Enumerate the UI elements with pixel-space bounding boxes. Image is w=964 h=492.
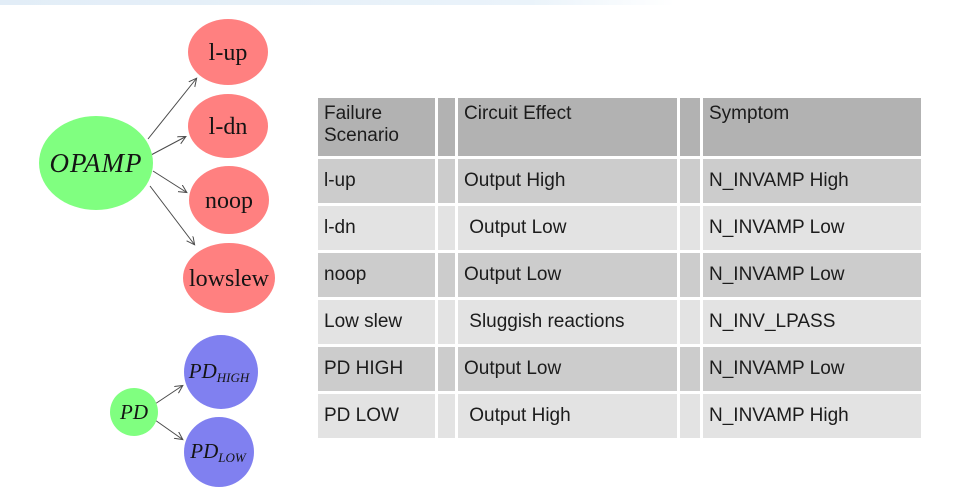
pd-tree: PD PDHIGH PDLOW: [110, 335, 258, 487]
cell-circuit-effect: Sluggish reactions: [458, 300, 677, 344]
lowslew-node-label: lowslew: [189, 266, 270, 292]
pdlow-label-main: PD: [189, 439, 218, 463]
header-circuit-effect: Circuit Effect: [458, 98, 677, 156]
cell-failure-scenario: l-dn: [318, 206, 435, 250]
noop-node: [189, 166, 269, 234]
cell-spacer: [438, 159, 455, 203]
header-failure-scenario: Failure Scenario: [318, 98, 435, 156]
ldn-node-label: l-dn: [209, 114, 248, 140]
cell-spacer: [438, 394, 455, 438]
noop-node-label: noop: [205, 188, 253, 214]
edge-opamp-lup: [147, 79, 196, 140]
fault-tree-diagram: OPAMP l-up l-dn noop lowslew PD PDHIGH P…: [39, 19, 275, 487]
pdlow-node-label: PDLOW: [189, 439, 247, 465]
cell-symptom: N_INVAMP Low: [703, 253, 921, 297]
pdlow-node: [184, 417, 254, 487]
opamp-node: [39, 116, 153, 210]
table-header-row: Failure Scenario Circuit Effect Symptom: [318, 98, 921, 156]
cell-symptom: N_INVAMP High: [703, 159, 921, 203]
pdhigh-label-main: PD: [188, 359, 217, 383]
table-row: l-up Output High N_INVAMP High: [318, 159, 921, 203]
cell-symptom: N_INVAMP Low: [703, 206, 921, 250]
header-symptom: Symptom: [703, 98, 921, 156]
table-row: l-dn Output Low N_INVAMP Low: [318, 206, 921, 250]
cell-circuit-effect: Output Low: [458, 253, 677, 297]
cell-circuit-effect: Output Low: [458, 347, 677, 391]
header-spacer-1: [438, 98, 455, 156]
cell-spacer: [680, 394, 700, 438]
header-spacer-2: [680, 98, 700, 156]
cell-failure-scenario: PD HIGH: [318, 347, 435, 391]
lup-node: [188, 19, 268, 85]
edge-opamp-ldn: [150, 137, 185, 156]
cell-circuit-effect: Output Low: [458, 206, 677, 250]
cell-spacer: [680, 206, 700, 250]
lowslew-node: [183, 243, 275, 313]
table-row: noop Output Low N_INVAMP Low: [318, 253, 921, 297]
ldn-node: [188, 94, 268, 158]
top-edge-highlight: [0, 0, 964, 5]
opamp-tree: OPAMP l-up l-dn noop lowslew: [39, 19, 275, 313]
table-row: PD HIGH Output Low N_INVAMP Low: [318, 347, 921, 391]
table-row: PD LOW Output High N_INVAMP High: [318, 394, 921, 438]
cell-failure-scenario: l-up: [318, 159, 435, 203]
pdhigh-node: [184, 335, 258, 409]
pdhigh-label-sub: HIGH: [216, 370, 250, 385]
cell-spacer: [438, 253, 455, 297]
cell-symptom: N_INV_LPASS: [703, 300, 921, 344]
cell-circuit-effect: Output High: [458, 159, 677, 203]
cell-symptom: N_INVAMP High: [703, 394, 921, 438]
cell-spacer: [680, 300, 700, 344]
pd-node-label: PD: [119, 400, 148, 424]
cell-spacer: [680, 253, 700, 297]
pdlow-label-sub: LOW: [217, 450, 247, 465]
lup-node-label: l-up: [209, 40, 248, 66]
edge-opamp-noop: [152, 170, 186, 192]
opamp-node-label: OPAMP: [50, 148, 143, 178]
pdhigh-node-label: PDHIGH: [188, 359, 250, 385]
edge-opamp-lowslew: [149, 185, 194, 244]
cell-spacer: [680, 159, 700, 203]
edge-pd-pdhigh: [154, 386, 182, 405]
cell-failure-scenario: PD LOW: [318, 394, 435, 438]
cell-spacer: [438, 347, 455, 391]
pd-node: [110, 388, 158, 436]
failure-table: Failure Scenario Circuit Effect Symptom …: [315, 95, 924, 441]
cell-spacer: [680, 347, 700, 391]
table-row: Low slew Sluggish reactions N_INV_LPASS: [318, 300, 921, 344]
cell-failure-scenario: Low slew: [318, 300, 435, 344]
cell-symptom: N_INVAMP Low: [703, 347, 921, 391]
cell-spacer: [438, 300, 455, 344]
cell-failure-scenario: noop: [318, 253, 435, 297]
edge-pd-pdlow: [154, 419, 182, 439]
cell-circuit-effect: Output High: [458, 394, 677, 438]
cell-spacer: [438, 206, 455, 250]
